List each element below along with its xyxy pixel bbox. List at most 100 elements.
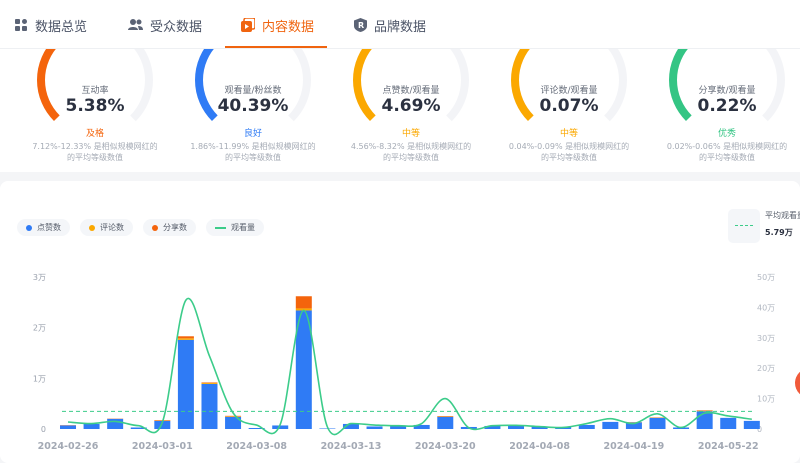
line-icon	[215, 226, 226, 229]
bar-likes	[366, 426, 383, 429]
legend-likes[interactable]: 点赞数	[17, 219, 70, 236]
grid-icon	[15, 18, 27, 31]
desc-line: 0.04%-0.09% 是相似规模网红的	[508, 142, 630, 151]
x-axis-tick: 2024-02-26	[38, 441, 99, 452]
bar-shares	[437, 416, 454, 417]
users-icon	[128, 19, 143, 30]
tab-bar: 数据总览 受众数据 内容数据 R 品牌数据	[0, 0, 800, 49]
tab-label: 受众数据	[150, 19, 203, 35]
active-tab-indicator	[225, 46, 327, 48]
gauge-description: 1.86%-11.99% 是相似规模网红的 的平均等级数值	[174, 141, 332, 163]
legend-label: 分享数	[163, 223, 187, 232]
bar-shares	[177, 336, 194, 339]
bar-likes	[390, 425, 407, 429]
x-axis-tick: 2024-04-08	[509, 441, 570, 452]
gauge-label: 评论数/观看量	[540, 86, 598, 96]
bar-likes	[295, 310, 312, 429]
bar-likes	[531, 426, 548, 429]
bar-shares	[201, 382, 218, 383]
gauge-grade: 中等	[559, 129, 578, 139]
chart-legend: 点赞数 评论数 分享数 观看量	[17, 219, 264, 236]
bar-likes	[720, 417, 737, 429]
tab-brand[interactable]: R 品牌数据	[354, 14, 426, 36]
legend-comments[interactable]: 评论数	[80, 219, 133, 236]
bar-likes	[130, 427, 147, 429]
bar-likes	[225, 416, 242, 429]
bar-likes	[248, 427, 265, 429]
brand-shield-icon: R	[354, 18, 367, 32]
bar-likes	[177, 339, 194, 429]
floating-action-button[interactable]	[795, 368, 800, 398]
average-views-swatch	[728, 209, 760, 243]
chart-card	[0, 181, 800, 463]
tab-label: 内容数据	[262, 19, 315, 35]
tab-overview[interactable]: 数据总览	[15, 14, 87, 36]
bar-comments	[295, 308, 312, 311]
tab-label: 品牌数据	[374, 19, 427, 35]
average-views-label: 平均观看量	[765, 211, 800, 220]
legend-label: 观看量	[231, 223, 255, 232]
desc-line: 1.86%-11.99% 是相似规模网红的	[190, 142, 316, 151]
gauge-value: 0.22%	[697, 96, 757, 116]
bar-likes	[437, 416, 454, 429]
legend-shares[interactable]: 分享数	[143, 219, 196, 236]
desc-line: 的平均等级数值	[225, 153, 281, 162]
bar-comments	[225, 416, 242, 417]
gauge-grade: 及格	[85, 129, 104, 139]
gauge-label: 点赞数/观看量	[382, 86, 440, 96]
dashed-line-icon	[735, 225, 753, 226]
gauge-description: 0.04%-0.09% 是相似规模网红的 的平均等级数值	[490, 141, 648, 163]
bar-likes	[201, 383, 218, 429]
legend-label: 评论数	[100, 223, 124, 232]
dot-icon	[152, 224, 158, 231]
right-axis-tick: 50万	[757, 273, 775, 282]
gauge-value: 4.69%	[381, 96, 441, 116]
bar-likes	[154, 420, 171, 429]
x-axis-tick: 2024-05-22	[698, 441, 759, 452]
bar-shares	[225, 415, 242, 417]
bar-comments	[696, 410, 713, 412]
x-axis-tick: 2024-04-19	[604, 441, 665, 452]
gauge-description: 0.02%-0.06% 是相似规模网红的 的平均等级数值	[648, 141, 800, 163]
desc-line: 的平均等级数值	[541, 153, 597, 162]
bar-comments	[201, 382, 218, 384]
left-axis-tick: 2万	[33, 324, 46, 333]
desc-line: 7.12%-12.33% 是相似规模网红的	[32, 142, 158, 151]
bar-likes	[743, 420, 760, 429]
views-line	[67, 297, 752, 436]
left-axis-tick: 1万	[33, 374, 46, 383]
bar-likes	[578, 424, 595, 429]
gauge-value: 40.39%	[217, 96, 289, 116]
bar-likes	[484, 425, 501, 429]
legend-label: 点赞数	[37, 223, 61, 232]
gauge-label: 观看量/粉丝数	[224, 86, 282, 96]
gauge-value: 0.07%	[539, 96, 599, 116]
left-axis-tick: 3万	[33, 273, 46, 282]
tab-content[interactable]: 内容数据	[241, 14, 314, 36]
bar-likes	[342, 423, 359, 429]
gauge-description: 7.12%-12.33% 是相似规模网红的 的平均等级数值	[16, 141, 174, 163]
gauge-description: 4.56%-8.32% 是相似规模网红的 的平均等级数值	[332, 141, 490, 163]
bar-likes	[508, 425, 525, 429]
x-axis-tick: 2024-03-13	[321, 441, 382, 452]
dot-icon	[26, 224, 32, 231]
tab-audience[interactable]: 受众数据	[128, 14, 202, 36]
legend-views[interactable]: 观看量	[206, 219, 264, 236]
right-axis-tick: 40万	[757, 303, 775, 312]
bar-shares	[696, 410, 713, 411]
bar-likes	[625, 422, 642, 429]
right-axis-tick: 30万	[757, 334, 775, 343]
bar-likes	[107, 418, 124, 429]
gauge-label: 互动率	[81, 86, 109, 96]
left-axis-tick: 0	[41, 425, 46, 434]
bar-comments	[177, 338, 194, 340]
bar-likes	[272, 425, 289, 429]
bar-likes	[602, 421, 619, 429]
x-axis-tick: 2024-03-20	[415, 441, 476, 452]
desc-line: 0.02%-0.06% 是相似规模网红的	[666, 142, 788, 151]
tab-label: 数据总览	[35, 19, 88, 35]
right-axis-tick: 0	[757, 425, 762, 434]
bar-likes	[649, 417, 666, 429]
desc-line: 4.56%-8.32% 是相似规模网红的	[350, 142, 472, 151]
